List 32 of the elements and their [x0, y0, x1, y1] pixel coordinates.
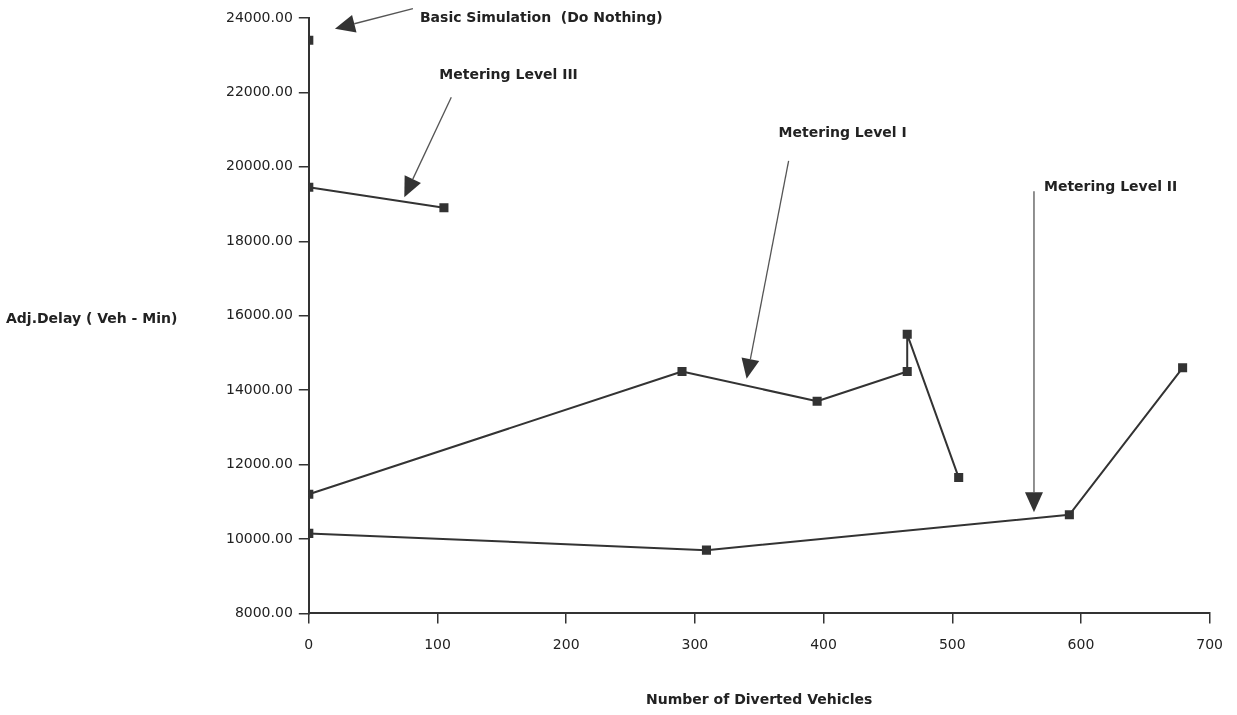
annotation: Metering Level II — [1043, 177, 1178, 194]
annotation: Basic Simulation (Do Nothing) — [419, 9, 663, 26]
point — [902, 329, 912, 339]
x-tick-label: 200 — [552, 636, 580, 653]
y-tick-label: 22000.00 — [225, 83, 293, 100]
y-tick-label: 20000.00 — [225, 157, 293, 174]
y-axis-title: Adj.Delay ( Veh - Min) — [6, 310, 178, 327]
y-tick-label: 16000.00 — [225, 306, 293, 323]
x-tick-label: 600 — [1067, 636, 1095, 653]
point — [677, 366, 687, 377]
x-tick-label: 300 — [681, 636, 709, 653]
annotation: Metering Level I — [778, 124, 907, 141]
y-tick-label: 12000.00 — [225, 455, 293, 472]
point — [954, 473, 964, 483]
y-tick-label: 8000.00 — [234, 604, 293, 621]
point — [701, 545, 711, 555]
point — [1064, 510, 1074, 520]
point — [1178, 363, 1188, 373]
x-axis-title: Number of Diverted Vehicles — [646, 691, 873, 708]
x-tick-label: 100 — [424, 636, 451, 653]
y-tick-label: 14000.00 — [225, 380, 293, 397]
x-tick-label: 0 — [304, 636, 314, 653]
point — [812, 396, 822, 406]
annotation: Metering Level III — [439, 65, 578, 82]
y-tick-label: 24000.00 — [225, 8, 293, 25]
x-tick-label: 400 — [810, 636, 837, 653]
point — [439, 203, 449, 213]
y-tick-label: 10000.00 — [225, 529, 293, 546]
point — [902, 366, 912, 377]
x-tick-label: 700 — [1196, 636, 1224, 653]
y-tick-label: 18000.00 — [225, 231, 293, 248]
x-tick-label: 500 — [938, 636, 966, 653]
